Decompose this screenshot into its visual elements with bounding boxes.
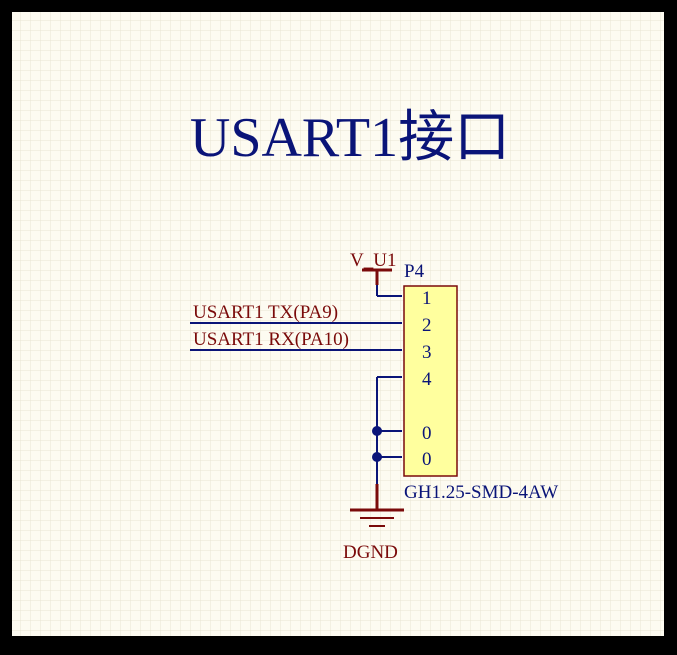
connector-body[interactable] bbox=[403, 285, 458, 477]
pin-number: 0 bbox=[422, 423, 432, 444]
net-rx-label: USART1 RX(PA10) bbox=[193, 329, 349, 350]
connector-designator: P4 bbox=[404, 261, 425, 282]
pin-number: 1 bbox=[422, 288, 432, 309]
pin-number: 2 bbox=[422, 315, 432, 336]
net-tx-label: USART1 TX(PA9) bbox=[193, 302, 338, 323]
power-label: V_U1 bbox=[350, 250, 396, 271]
ground-symbol[interactable] bbox=[350, 484, 404, 527]
pin-number: 3 bbox=[422, 342, 432, 363]
junction-dot bbox=[372, 426, 382, 436]
ground-label: DGND bbox=[343, 542, 398, 563]
pin-number: 4 bbox=[422, 369, 432, 390]
connector-part-number: GH1.25-SMD-4AW bbox=[404, 482, 558, 503]
power-port-vu1[interactable] bbox=[362, 268, 402, 297]
junction-dot bbox=[372, 452, 382, 462]
pin-number: 0 bbox=[422, 449, 432, 470]
diagram-title: USART1接口 bbox=[190, 107, 510, 169]
